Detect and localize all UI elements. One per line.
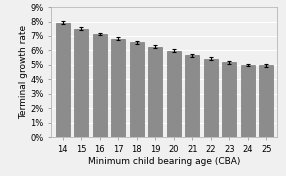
- Y-axis label: Terminal growth rate: Terminal growth rate: [19, 25, 28, 119]
- Bar: [74, 29, 88, 137]
- Bar: [111, 39, 125, 137]
- Bar: [241, 65, 255, 137]
- Bar: [204, 59, 218, 137]
- Bar: [56, 23, 69, 137]
- Bar: [222, 62, 236, 137]
- Bar: [259, 65, 273, 137]
- Bar: [130, 42, 144, 137]
- Bar: [167, 51, 181, 137]
- X-axis label: Minimum child bearing age (CBA): Minimum child bearing age (CBA): [88, 157, 241, 166]
- Bar: [185, 55, 199, 137]
- Bar: [93, 34, 107, 137]
- Bar: [148, 47, 162, 137]
